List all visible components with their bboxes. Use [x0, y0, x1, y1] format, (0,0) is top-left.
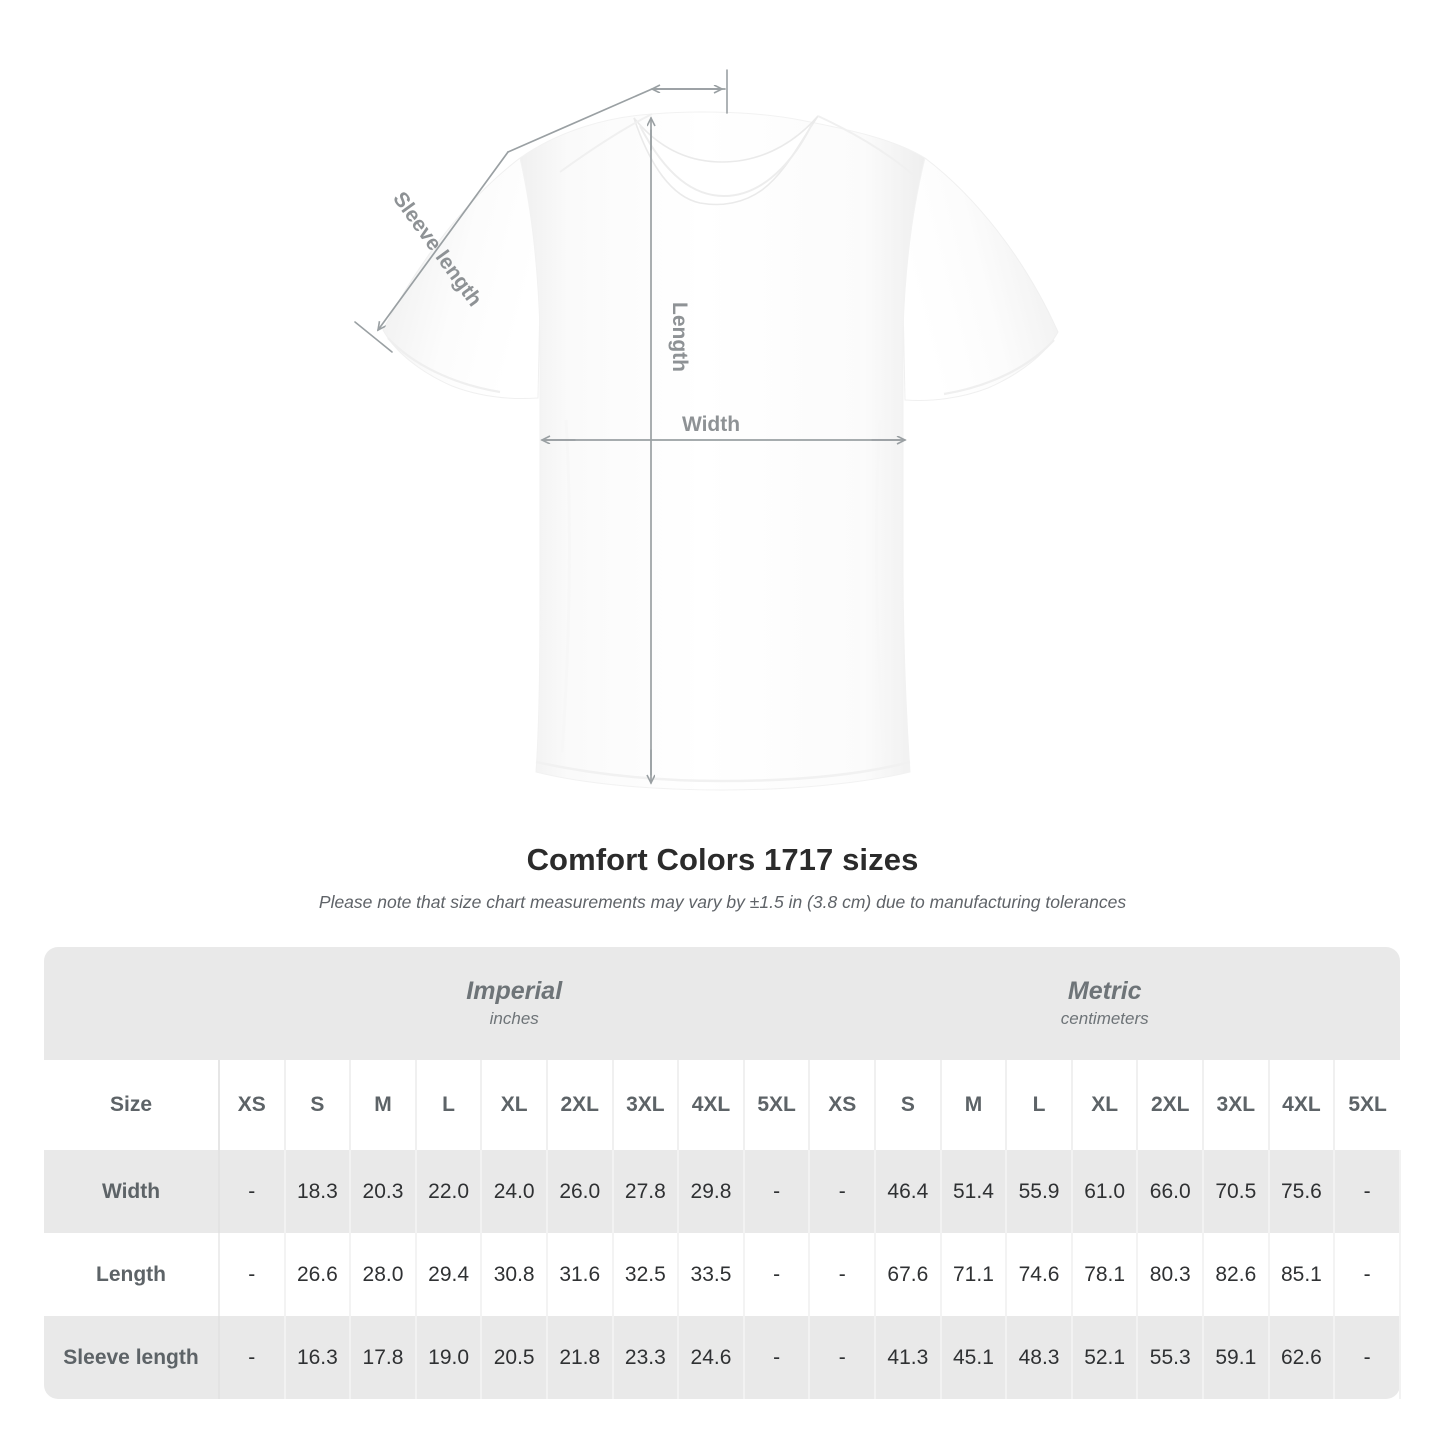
- cell-width-imperial-2xl: 26.0: [546, 1150, 614, 1233]
- cell-width-metric-m: 51.4: [940, 1150, 1008, 1233]
- sleeve-length-dimension: [354, 69, 728, 353]
- cell-width-metric-xs: -: [809, 1150, 877, 1233]
- size-header-imperial-5xl: 5XL: [743, 1060, 811, 1150]
- cell-width-metric-s: 46.4: [875, 1150, 942, 1233]
- cell-width-imperial-4xl: 29.8: [678, 1150, 745, 1233]
- table-row: Length -26.6 28.0 29.4 30.8 31.6 32.5 33.5- -67.…: [44, 1233, 1401, 1316]
- size-header-metric-s: S: [875, 1060, 942, 1150]
- cell-sleeve-length-imperial-4xl: 24.6: [678, 1316, 745, 1399]
- size-header-metric-3xl: 3XL: [1203, 1060, 1270, 1150]
- cell-width-imperial-m: 20.3: [350, 1150, 417, 1233]
- row-label-sleeve-length: Sleeve length: [44, 1316, 220, 1399]
- cell-length-metric-s: 67.6: [875, 1233, 942, 1316]
- unit-name: Imperial: [466, 976, 563, 1005]
- cell-length-imperial-l: 29.4: [415, 1233, 483, 1316]
- cell-length-imperial-4xl: 33.5: [678, 1233, 745, 1316]
- cell-sleeve-length-metric-l: 48.3: [1006, 1316, 1073, 1399]
- cell-sleeve-length-imperial-3xl: 23.3: [612, 1316, 680, 1399]
- cell-sleeve-length-imperial-s: 16.3: [284, 1316, 352, 1399]
- size-header-metric-xl: XL: [1071, 1060, 1139, 1150]
- tolerance-note: Please note that size chart measurements…: [318, 892, 1127, 912]
- size-header-imperial-m: M: [350, 1060, 417, 1150]
- size-header-metric-5xl: 5XL: [1334, 1060, 1400, 1150]
- cell-length-imperial-2xl: 31.6: [546, 1233, 614, 1316]
- cell-sleeve-length-imperial-2xl: 21.8: [546, 1316, 614, 1399]
- cell-width-metric-3xl: 70.5: [1203, 1150, 1270, 1233]
- unit-subtitle: centimeters: [1060, 1008, 1149, 1028]
- unit-name: Metric: [1067, 976, 1142, 1005]
- page-title: Comfort Colors 1717 sizes: [526, 842, 919, 877]
- cell-width-imperial-l: 22.0: [415, 1150, 483, 1233]
- size-header-metric-m: M: [940, 1060, 1008, 1150]
- cell-width-metric-xl: 61.0: [1071, 1150, 1139, 1233]
- cell-width-metric-l: 55.9: [1006, 1150, 1073, 1233]
- cell-length-metric-xs: -: [809, 1233, 877, 1316]
- size-header-metric-l: L: [1006, 1060, 1073, 1150]
- cell-length-imperial-s: 26.6: [284, 1233, 352, 1316]
- size-header-imperial-2xl: 2XL: [546, 1060, 614, 1150]
- row-label-length: Length: [44, 1233, 220, 1316]
- cell-sleeve-length-metric-xl: 52.1: [1071, 1316, 1139, 1399]
- size-header-imperial-l: L: [415, 1060, 483, 1150]
- chart-heading-block: Comfort Colors 1717 sizes Please note th…: [0, 840, 1445, 914]
- shirt-measurement-figure: Sleeve length Length Width: [354, 69, 1059, 791]
- cell-length-metric-l: 74.6: [1006, 1233, 1073, 1316]
- size-header-imperial-xl: XL: [481, 1060, 548, 1150]
- cell-sleeve-length-imperial-5xl: -: [743, 1316, 811, 1399]
- cell-width-imperial-s: 18.3: [284, 1150, 352, 1233]
- cell-sleeve-length-metric-5xl: -: [1334, 1316, 1401, 1399]
- cell-length-imperial-5xl: -: [743, 1233, 811, 1316]
- cell-sleeve-length-imperial-xl: 20.5: [481, 1316, 548, 1399]
- cell-sleeve-length-metric-s: 41.3: [875, 1316, 942, 1399]
- cell-sleeve-length-imperial-l: 19.0: [415, 1316, 483, 1399]
- cell-sleeve-length-metric-2xl: 55.3: [1137, 1316, 1205, 1399]
- size-header-imperial-xs: XS: [219, 1060, 286, 1150]
- measurement-annotations: [354, 69, 905, 783]
- size-header-imperial-4xl: 4XL: [678, 1060, 745, 1150]
- cell-length-metric-xl: 78.1: [1071, 1233, 1139, 1316]
- cell-width-imperial-3xl: 27.8: [612, 1150, 680, 1233]
- cell-length-imperial-m: 28.0: [350, 1233, 417, 1316]
- size-chart-table: Imperial inches Metric centimeters Size XS S M L…: [44, 947, 1401, 1399]
- size-header-metric-2xl: 2XL: [1137, 1060, 1205, 1150]
- size-chart-table-container: Imperial inches Metric centimeters Size XS S M L…: [44, 947, 1401, 1399]
- unit-header-metric: Metric centimeters: [809, 947, 1400, 1060]
- cell-length-metric-2xl: 80.3: [1137, 1233, 1205, 1316]
- cell-width-imperial-xs: -: [219, 1150, 286, 1233]
- size-header-metric-4xl: 4XL: [1268, 1060, 1336, 1150]
- unit-subtitle: inches: [489, 1008, 539, 1028]
- cell-sleeve-length-metric-4xl: 62.6: [1268, 1316, 1336, 1399]
- cell-length-imperial-xl: 30.8: [481, 1233, 548, 1316]
- cell-width-metric-5xl: -: [1334, 1150, 1401, 1233]
- tshirt-illustration: [382, 111, 1059, 791]
- table-row: Sleeve length -16.3 17.8 19.0 20.5 21.8 23.3 24…: [44, 1316, 1401, 1399]
- size-header-metric-xs: XS: [809, 1060, 877, 1150]
- width-label: Width: [682, 413, 740, 436]
- cell-length-imperial-xs: -: [219, 1233, 286, 1316]
- length-label: Length: [668, 302, 691, 372]
- cell-width-metric-4xl: 75.6: [1268, 1150, 1336, 1233]
- cell-length-metric-4xl: 85.1: [1268, 1233, 1336, 1316]
- size-header-row: Size XS S M L XL 2XL 3XL 4XL 5XL XS S M L XL 2XL 3XL 4XL 5…: [44, 1060, 1400, 1150]
- size-column-header: Size: [44, 1060, 220, 1150]
- cell-sleeve-length-imperial-xs: -: [219, 1316, 286, 1399]
- cell-length-imperial-3xl: 32.5: [612, 1233, 680, 1316]
- unit-header-spacer: [44, 947, 219, 1060]
- cell-width-imperial-xl: 24.0: [481, 1150, 548, 1233]
- unit-system-header-row: Imperial inches Metric centimeters: [44, 947, 1400, 1060]
- cell-sleeve-length-imperial-m: 17.8: [350, 1316, 417, 1399]
- table-row: Width -18.3 20.3 22.0 24.0 26.0 27.8 29.8- -46.4…: [44, 1150, 1401, 1233]
- cell-length-metric-5xl: -: [1334, 1233, 1401, 1316]
- cell-sleeve-length-metric-3xl: 59.1: [1203, 1316, 1270, 1399]
- cell-sleeve-length-metric-m: 45.1: [940, 1316, 1008, 1399]
- cell-sleeve-length-metric-xs: -: [809, 1316, 877, 1399]
- cell-length-metric-m: 71.1: [940, 1233, 1008, 1316]
- size-header-imperial-s: S: [284, 1060, 352, 1150]
- row-label-width: Width: [44, 1150, 220, 1233]
- unit-header-imperial: Imperial inches: [219, 947, 810, 1060]
- cell-width-imperial-5xl: -: [743, 1150, 811, 1233]
- cell-length-metric-3xl: 82.6: [1203, 1233, 1270, 1316]
- cell-width-metric-2xl: 66.0: [1137, 1150, 1205, 1233]
- size-header-imperial-3xl: 3XL: [612, 1060, 680, 1150]
